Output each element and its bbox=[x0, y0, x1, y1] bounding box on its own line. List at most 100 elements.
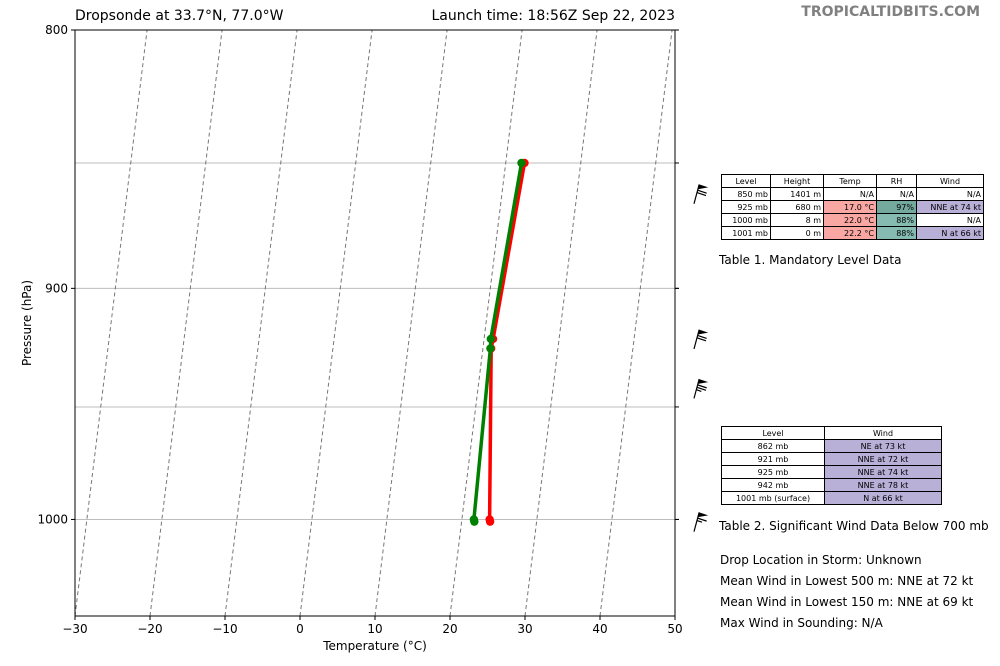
isotherm-line bbox=[299, 30, 373, 616]
x-tick-label: 0 bbox=[296, 622, 304, 636]
table-cell: N/A bbox=[916, 213, 984, 227]
table-cell: 942 mb bbox=[721, 478, 825, 492]
isotherm-line bbox=[524, 30, 598, 616]
wind-barb bbox=[693, 329, 709, 350]
table-cell: 8 m bbox=[770, 213, 824, 227]
note-mean-wind-150m: Mean Wind in Lowest 150 m: NNE at 69 kt bbox=[720, 595, 974, 609]
wind-barb-staff bbox=[693, 184, 700, 204]
x-tick-label: 50 bbox=[667, 622, 682, 636]
wind-barb-full bbox=[696, 337, 707, 342]
mandatory-level-table: Level Height Temp RH Wind 850 mb 1401 m … bbox=[721, 174, 984, 240]
table-cell: N/A bbox=[876, 187, 917, 201]
table-header-cell: Temp bbox=[823, 174, 877, 188]
table-cell: 22.2 °C bbox=[823, 226, 877, 240]
sounding-point bbox=[470, 517, 479, 526]
x-tick-label: 30 bbox=[517, 622, 532, 636]
table-row: 925 mb 680 m 17.0 °C 97% NNE at 74 kt bbox=[721, 200, 984, 214]
wind-barb-staff bbox=[693, 378, 700, 399]
sounding-point bbox=[485, 517, 495, 526]
wind-barb-full bbox=[696, 192, 707, 197]
table-cell: 22.0 °C bbox=[823, 213, 877, 227]
wind-barb-half bbox=[696, 519, 703, 523]
isotherm-line bbox=[374, 30, 448, 616]
table-header-row: Level Height Temp RH Wind bbox=[721, 174, 984, 188]
table-header-cell: RH bbox=[876, 174, 917, 188]
chart-title-location: Dropsonde at 33.7°N, 77.0°W bbox=[75, 8, 284, 24]
table-cell: 17.0 °C bbox=[823, 200, 877, 214]
isotherm-line bbox=[149, 30, 223, 616]
note-mean-wind-500m: Mean Wind in Lowest 500 m: NNE at 72 kt bbox=[720, 574, 974, 588]
x-tick-label: 10 bbox=[367, 622, 382, 636]
wind-barb-flag bbox=[697, 512, 709, 518]
wind-barb-full bbox=[697, 384, 707, 389]
wind-barb-flag bbox=[697, 379, 709, 384]
sounding-point bbox=[517, 158, 526, 168]
table-row: 1000 mb 8 m 22.0 °C 88% N/A bbox=[721, 213, 984, 227]
table-cell: 680 m bbox=[770, 200, 824, 214]
y-axis-label: Pressure (hPa) bbox=[20, 280, 34, 366]
table-cell: 88% bbox=[876, 213, 917, 227]
table-header-cell: Wind bbox=[916, 174, 984, 188]
isotherm-line bbox=[224, 30, 298, 616]
table-header-row: Level Wind bbox=[721, 426, 942, 440]
table-cell: NNE at 74 kt bbox=[824, 465, 942, 479]
x-tick-label: −10 bbox=[212, 622, 237, 636]
table-row: 1001 mb 0 m 22.2 °C 88% N at 66 kt bbox=[721, 226, 984, 240]
y-tick-label: 1000 bbox=[37, 512, 68, 526]
table-cell: 925 mb bbox=[721, 200, 771, 214]
wind-barb-flag bbox=[697, 184, 709, 190]
sounding-point bbox=[486, 334, 496, 344]
table-row: 921 mb NNE at 72 kt bbox=[721, 452, 942, 466]
table-cell: NNE at 74 kt bbox=[916, 200, 984, 214]
table-cell: N at 66 kt bbox=[916, 226, 984, 240]
wind-barb-full bbox=[696, 386, 707, 391]
chart-title-launch-time: Launch time: 18:56Z Sep 22, 2023 bbox=[431, 8, 675, 24]
table-cell: 97% bbox=[876, 200, 917, 214]
isotherm-line bbox=[599, 30, 673, 616]
wind-barb-full bbox=[697, 517, 707, 522]
table-row: 850 mb 1401 m N/A N/A N/A bbox=[721, 187, 984, 201]
table-cell: NNE at 72 kt bbox=[824, 452, 942, 466]
y-tick-label: 800 bbox=[45, 23, 68, 37]
table-row: 925 mb NNE at 74 kt bbox=[721, 465, 942, 479]
sounding-point bbox=[486, 344, 495, 353]
table-cell: 850 mb bbox=[721, 187, 771, 201]
table-cell: 0 m bbox=[770, 226, 824, 240]
wind-barb bbox=[693, 512, 709, 532]
isotherm-line bbox=[449, 30, 523, 616]
table-row: 942 mb NNE at 78 kt bbox=[721, 478, 942, 492]
plot-frame bbox=[74, 29, 676, 617]
x-tick-label: 20 bbox=[442, 622, 457, 636]
table-cell: 1001 mb bbox=[721, 226, 771, 240]
wind-barb-full bbox=[697, 189, 707, 194]
table-cell: N at 66 kt bbox=[824, 491, 942, 505]
x-tick-label: −20 bbox=[137, 622, 162, 636]
note-drop-location: Drop Location in Storm: Unknown bbox=[720, 553, 922, 567]
table2-caption: Table 2. Significant Wind Data Below 700… bbox=[719, 519, 989, 533]
table-header-cell: Wind bbox=[824, 426, 942, 440]
table-header-cell: Level bbox=[721, 174, 771, 188]
table-cell: NE at 73 kt bbox=[824, 439, 942, 453]
y-tick-label: 900 bbox=[45, 281, 68, 295]
table-cell: N/A bbox=[916, 187, 984, 201]
table-row: 1001 mb (surface) N at 66 kt bbox=[721, 491, 942, 505]
table-cell: N/A bbox=[823, 187, 877, 201]
table-cell: NNE at 78 kt bbox=[824, 478, 942, 492]
isotherm-line bbox=[75, 30, 148, 616]
wind-barb-half bbox=[696, 389, 702, 392]
table-cell: 88% bbox=[876, 226, 917, 240]
wind-barb bbox=[693, 378, 709, 399]
wind-barb-full bbox=[697, 334, 707, 339]
note-max-wind: Max Wind in Sounding: N/A bbox=[720, 616, 883, 630]
table-cell: 1000 mb bbox=[721, 213, 771, 227]
table-header-cell: Level bbox=[721, 426, 825, 440]
table-cell: 1001 mb (surface) bbox=[721, 491, 825, 505]
x-axis-label: Temperature (°C) bbox=[322, 639, 427, 653]
table-row: 862 mb NE at 73 kt bbox=[721, 439, 942, 453]
x-tick-label: 40 bbox=[592, 622, 607, 636]
wind-barb-staff bbox=[693, 329, 700, 350]
significant-wind-table: Level Wind 862 mb NE at 73 kt 921 mb NNE… bbox=[721, 426, 942, 505]
brand-watermark: TROPICALTIDBITS.COM bbox=[801, 4, 980, 20]
table-cell: 925 mb bbox=[721, 465, 825, 479]
